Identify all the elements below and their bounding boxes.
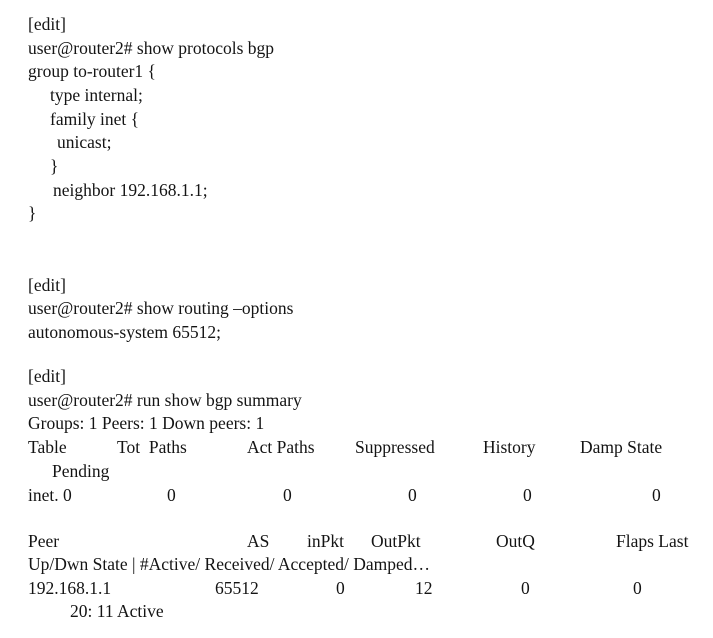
table-row-history: 0 (523, 485, 532, 505)
config-line-family: family inet { (50, 109, 140, 129)
config-line-unicast: unicast; (57, 132, 112, 152)
peer-header-as: AS (247, 531, 270, 551)
table-header-tot-paths: Tot Paths (117, 437, 187, 457)
table-header-act-paths: Act Paths (247, 437, 315, 457)
peer-header-outq: OutQ (496, 531, 535, 551)
config-line-command: user@router2# show protocols bgp (28, 38, 275, 58)
config-line-edit-prompt: [edit] (28, 14, 66, 34)
peer-row-flaps: 0 (633, 578, 642, 598)
config-line-neighbor: neighbor 192.168.1.1; (53, 180, 208, 200)
table-header-history: History (483, 437, 536, 457)
peer-row-outpkt: 12 (415, 578, 433, 598)
peer-header-peer: Peer (28, 531, 60, 551)
summary-line-groups-peers: Groups: 1 Peers: 1 Down peers: 1 (28, 413, 265, 433)
table-row-damp-state: 0 (652, 485, 661, 505)
summary-line-command: user@router2# run show bgp summary (28, 390, 302, 410)
routing-line-command: user@router2# show routing –options (28, 298, 294, 318)
peer-row-address: 192.168.1.1 (28, 578, 112, 598)
peer-header-wrap-line: Up/Dwn State | #Active/ Received/ Accept… (28, 554, 430, 574)
peer-header-outpkt: OutPkt (371, 531, 421, 551)
config-line-close-outer: } (28, 203, 37, 223)
table-row-act-paths: 0 (283, 485, 292, 505)
routing-line-edit-prompt: [edit] (28, 275, 66, 295)
config-line-group: group to-router1 { (28, 61, 156, 81)
table-row-inet: inet. 0 (28, 485, 72, 505)
peer-row-inpkt: 0 (336, 578, 345, 598)
summary-line-edit-prompt: [edit] (28, 366, 66, 386)
peer-row-wrap-line: 20: 11 Active (70, 601, 164, 621)
config-line-type: type internal; (50, 85, 143, 105)
peer-row-as: 65512 (215, 578, 259, 598)
routing-line-as-number: autonomous-system 65512; (28, 322, 221, 342)
peer-row-outq: 0 (521, 578, 530, 598)
table-header-suppressed: Suppressed (355, 437, 435, 457)
config-line-close-inner: } (50, 156, 59, 176)
table-header-pending: Pending (52, 461, 110, 481)
peer-header-inpkt: inPkt (307, 531, 344, 551)
table-row-suppressed: 0 (408, 485, 417, 505)
table-row-tot-paths: 0 (167, 485, 176, 505)
table-header-table: Table (28, 437, 67, 457)
peer-header-flaps-last: Flaps Last (616, 531, 689, 551)
table-header-damp-state: Damp State (580, 437, 663, 457)
